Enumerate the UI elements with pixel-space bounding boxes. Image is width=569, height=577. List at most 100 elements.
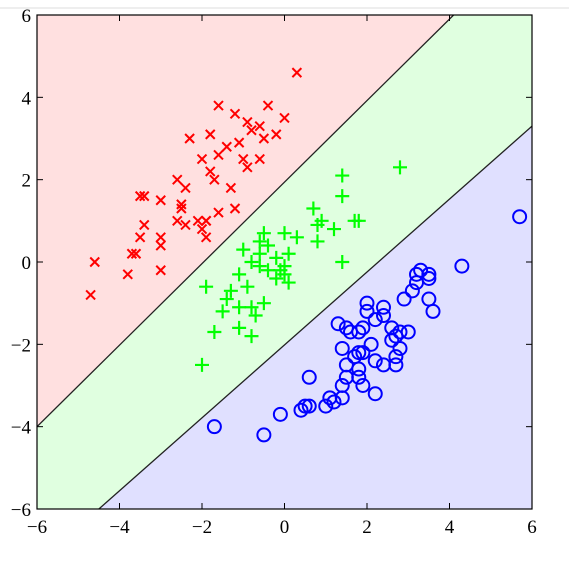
x-marker <box>258 133 270 144</box>
plus-marker <box>219 292 234 307</box>
plus-marker <box>310 234 325 249</box>
x-marker <box>134 190 146 202</box>
plus-marker <box>310 217 325 232</box>
x-marker <box>233 137 245 148</box>
plus-marker <box>281 275 296 290</box>
x-tick-label: 4 <box>445 517 455 538</box>
x-marker <box>225 182 237 194</box>
x-marker <box>279 112 290 124</box>
x-marker <box>155 240 166 251</box>
plus-marker <box>256 296 271 311</box>
x-marker <box>89 256 100 268</box>
x-marker <box>139 190 150 202</box>
circle-marker <box>396 291 412 307</box>
x-marker <box>155 265 166 276</box>
plus-marker <box>195 357 209 372</box>
x-marker <box>155 195 166 206</box>
circle-marker <box>404 283 420 299</box>
plus-marker <box>244 300 259 315</box>
x-marker <box>184 133 195 144</box>
x-marker <box>200 215 212 227</box>
x-marker <box>229 108 241 120</box>
plus-marker <box>269 271 284 286</box>
y-tick-label: −4 <box>11 418 32 439</box>
circle-marker <box>376 299 391 315</box>
plus-marker <box>335 168 350 183</box>
x-marker <box>196 223 208 235</box>
x-marker <box>126 248 138 259</box>
x-marker <box>122 269 133 280</box>
circle-marker <box>392 340 408 356</box>
circle-marker <box>392 324 408 340</box>
plus-marker <box>199 279 214 294</box>
x-marker <box>254 153 265 165</box>
x-marker <box>213 149 224 161</box>
plus-marker <box>289 230 304 245</box>
x-marker <box>85 289 96 301</box>
plus-marker <box>232 300 247 315</box>
x-marker <box>180 219 191 231</box>
circle-marker <box>367 353 383 369</box>
x-marker <box>172 215 183 227</box>
x-tick-label: 6 <box>527 517 537 538</box>
circle-marker <box>376 308 391 324</box>
x-marker <box>291 67 303 78</box>
plus-marker <box>232 267 247 282</box>
circle-marker <box>351 369 367 385</box>
circle-marker <box>359 295 375 311</box>
circle-marker <box>363 336 379 352</box>
plus-marker <box>277 259 292 274</box>
circle-marker <box>409 275 424 291</box>
decision-boundary-1 <box>37 15 455 428</box>
y-tick-label: 6 <box>22 6 32 27</box>
plus-marker <box>252 259 267 274</box>
x-marker <box>176 203 187 214</box>
circle-marker <box>512 209 528 225</box>
x-marker <box>238 153 249 165</box>
circle-marker <box>359 303 375 319</box>
circle-marker <box>343 324 358 340</box>
data-points <box>85 67 528 443</box>
y-tick-label: 2 <box>22 171 32 192</box>
plus-marker <box>351 213 366 228</box>
x-marker <box>155 232 166 243</box>
x-marker <box>242 162 253 173</box>
plus-marker <box>236 242 251 257</box>
x-marker <box>130 248 142 259</box>
x-marker <box>205 129 216 140</box>
x-tick-label: 0 <box>280 517 290 538</box>
circle-marker <box>454 258 470 274</box>
circle-marker <box>351 345 367 361</box>
circle-marker <box>293 402 309 418</box>
x-marker <box>180 182 191 194</box>
circle-marker <box>351 361 367 377</box>
axis-ticks <box>36 14 533 510</box>
plus-marker <box>248 308 263 323</box>
plus-marker <box>277 226 292 241</box>
circle-marker <box>326 394 342 410</box>
series-1 <box>85 67 303 301</box>
plus-marker <box>256 226 271 241</box>
circle-marker <box>425 303 441 319</box>
plus-marker <box>335 255 350 269</box>
x-marker <box>200 232 212 243</box>
x-marker <box>262 100 274 111</box>
y-tick-label: −2 <box>11 335 31 356</box>
x-marker <box>205 166 216 177</box>
y-tick-label: 4 <box>22 88 32 109</box>
circle-marker <box>338 320 354 336</box>
x-marker <box>213 207 224 218</box>
x-marker <box>176 199 187 210</box>
plus-marker <box>269 250 284 265</box>
plus-marker <box>252 246 267 261</box>
circle-marker <box>272 406 288 422</box>
circle-marker <box>367 386 383 402</box>
x-tick-label: −6 <box>27 517 47 538</box>
x-marker <box>192 215 204 227</box>
x-tick-label: 2 <box>362 517 372 538</box>
plus-marker <box>335 189 350 204</box>
decision-boundaries <box>37 15 532 509</box>
circle-marker <box>297 398 313 414</box>
circle-marker <box>318 398 334 414</box>
